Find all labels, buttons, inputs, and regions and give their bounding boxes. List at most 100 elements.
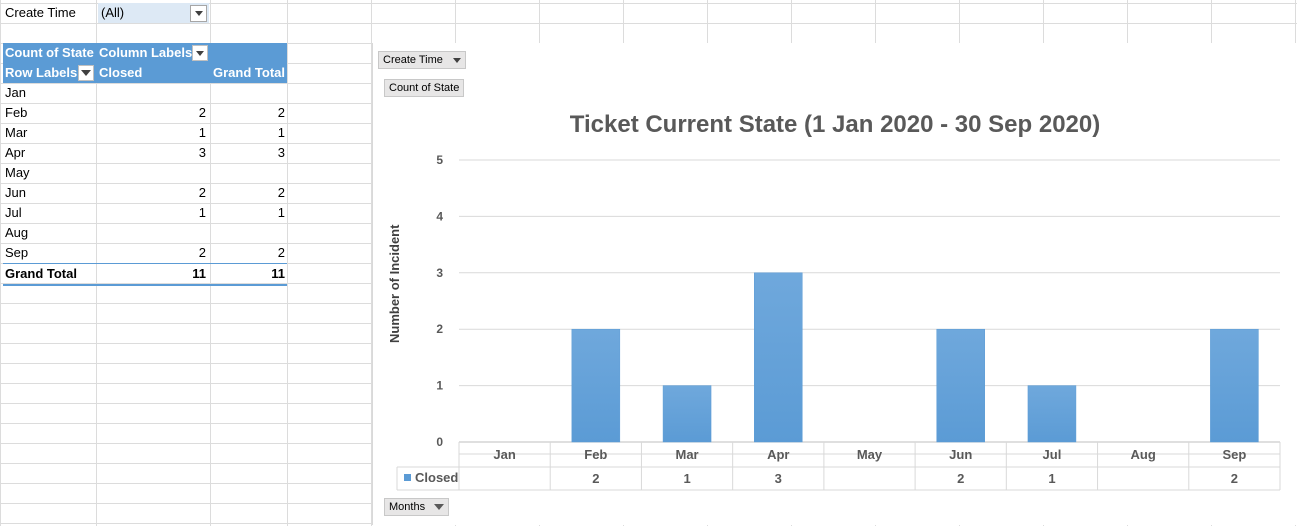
bar-apr[interactable] bbox=[754, 272, 803, 443]
pivot-subheader-row: Row Labels Closed Grand Total bbox=[3, 63, 287, 83]
data-table-value: 1 bbox=[1048, 471, 1055, 486]
row-label: Aug bbox=[5, 225, 29, 240]
x-tick-label: Sep bbox=[1222, 447, 1246, 462]
column-divider bbox=[287, 0, 288, 526]
chart-plot: 0 1 2 3 4 5 Jan Feb 2 Mar 1 Apr 3 May Jun 2 Jul 1 Aug Sep 2 C… bbox=[396, 153, 1281, 491]
pivot-grand-total-row: Grand Total 11 11 bbox=[3, 263, 287, 286]
pivot-row: Mar 1 1 bbox=[3, 123, 287, 143]
values-field-label: Count of State bbox=[389, 82, 460, 94]
filter-icon bbox=[81, 70, 91, 76]
data-table-value: 3 bbox=[775, 471, 782, 486]
closed-value: 3 bbox=[198, 145, 206, 160]
x-tick-label: Jun bbox=[949, 447, 972, 462]
total-value: 2 bbox=[277, 105, 285, 120]
values-field-button[interactable]: Count of State bbox=[384, 79, 465, 97]
total-value bbox=[210, 223, 287, 243]
filter-value-cell[interactable]: (All) bbox=[98, 3, 209, 23]
row-labels-text: Row Labels bbox=[5, 65, 78, 80]
bar-feb[interactable] bbox=[571, 328, 621, 443]
axis-field-label: Months bbox=[389, 501, 426, 513]
row-label: Jul bbox=[5, 205, 22, 220]
row-label: Jun bbox=[5, 185, 26, 200]
chart-filter-button[interactable]: Create Time bbox=[378, 51, 466, 69]
filter-value: (All) bbox=[101, 5, 125, 20]
pivot-row: Jul 1 1 bbox=[3, 203, 287, 223]
row-label: Apr bbox=[5, 145, 26, 160]
chart-filter-label: Create Time bbox=[383, 54, 443, 66]
y-tick-label: 5 bbox=[436, 153, 443, 167]
y-tick-label: 3 bbox=[436, 266, 443, 280]
pivot-row: Sep 2 2 bbox=[3, 243, 287, 263]
row-label: Mar bbox=[5, 125, 28, 140]
closed-header: Closed bbox=[99, 65, 143, 80]
grand-total-label: Grand Total bbox=[5, 266, 77, 281]
column-labels-header[interactable]: Column Labels bbox=[96, 43, 210, 63]
pivot-row: May bbox=[3, 163, 287, 183]
x-tick-label: Jul bbox=[1043, 447, 1062, 462]
grand-total-value: 11 bbox=[271, 266, 285, 281]
data-table-value: 2 bbox=[1231, 471, 1238, 486]
pivot-header-row: Count of State Column Labels bbox=[3, 43, 287, 63]
x-tick-label: Jan bbox=[493, 447, 515, 462]
column-labels-text: Column Labels bbox=[99, 45, 193, 60]
pivot-row: Apr 3 3 bbox=[3, 143, 287, 163]
bar-mar[interactable] bbox=[662, 385, 712, 443]
chevron-down-icon bbox=[194, 11, 203, 16]
closed-value bbox=[96, 163, 210, 183]
bar-jul[interactable] bbox=[1027, 385, 1077, 443]
column-divider bbox=[371, 0, 372, 526]
closed-value: 2 bbox=[198, 245, 206, 260]
closed-value: 2 bbox=[198, 105, 206, 120]
column-labels-dropdown[interactable] bbox=[192, 45, 208, 61]
row-label: Jan bbox=[5, 85, 26, 100]
pivot-row: Feb 2 2 bbox=[3, 103, 287, 123]
total-value: 3 bbox=[277, 145, 285, 160]
y-tick-label: 2 bbox=[436, 322, 443, 336]
closed-value: 2 bbox=[198, 185, 206, 200]
total-value bbox=[210, 83, 287, 103]
row-label: Feb bbox=[5, 105, 28, 120]
total-value: 2 bbox=[277, 245, 285, 260]
axis-field-button[interactable]: Months bbox=[384, 498, 450, 517]
row-label: May bbox=[5, 165, 30, 180]
x-tick-label: Feb bbox=[584, 447, 607, 462]
total-value bbox=[210, 163, 287, 183]
pivot-row: Jan bbox=[3, 83, 287, 103]
y-tick-label: 4 bbox=[436, 209, 443, 223]
series-name: Closed bbox=[415, 470, 458, 485]
x-tick-label: May bbox=[857, 447, 883, 462]
chevron-down-icon bbox=[196, 50, 204, 56]
x-tick-label: Mar bbox=[675, 447, 698, 462]
y-tick-label: 0 bbox=[436, 435, 443, 449]
chart-title: Ticket Current State (1 Jan 2020 - 30 Se… bbox=[569, 111, 1101, 138]
data-table-value: 2 bbox=[592, 471, 599, 486]
closed-value bbox=[96, 223, 210, 243]
filter-icon bbox=[434, 499, 445, 515]
total-value: 1 bbox=[277, 125, 285, 140]
x-tick-label: Apr bbox=[767, 447, 789, 462]
pivot-table: Count of State Column Labels Row Labels … bbox=[3, 43, 287, 286]
closed-value bbox=[96, 83, 210, 103]
row-labels-header[interactable]: Row Labels bbox=[3, 63, 96, 83]
row-labels-filter-button[interactable] bbox=[78, 65, 94, 81]
data-table-value: 2 bbox=[957, 471, 964, 486]
pivot-chart[interactable]: Create Time Count of State Ticket Curren… bbox=[372, 43, 1297, 525]
pivot-row: Jun 2 2 bbox=[3, 183, 287, 203]
pivot-row: Aug bbox=[3, 223, 287, 243]
bar-jun[interactable] bbox=[936, 328, 985, 443]
total-value: 1 bbox=[277, 205, 285, 220]
y-tick-label: 1 bbox=[436, 379, 443, 393]
legend-key bbox=[404, 474, 411, 481]
grand-total-header: Grand Total bbox=[213, 65, 285, 80]
row-label: Sep bbox=[5, 245, 29, 260]
filter-label: Create Time bbox=[5, 5, 76, 20]
data-table-value: 1 bbox=[683, 471, 690, 486]
filter-dropdown-button[interactable] bbox=[190, 5, 207, 22]
closed-value: 1 bbox=[198, 125, 206, 140]
closed-value: 1 bbox=[198, 205, 206, 220]
chevron-down-icon bbox=[452, 57, 461, 63]
bar-sep[interactable] bbox=[1210, 328, 1259, 443]
report-filter: Create Time (All) bbox=[3, 3, 209, 23]
total-value: 2 bbox=[277, 185, 285, 200]
x-tick-label: Aug bbox=[1131, 447, 1156, 462]
